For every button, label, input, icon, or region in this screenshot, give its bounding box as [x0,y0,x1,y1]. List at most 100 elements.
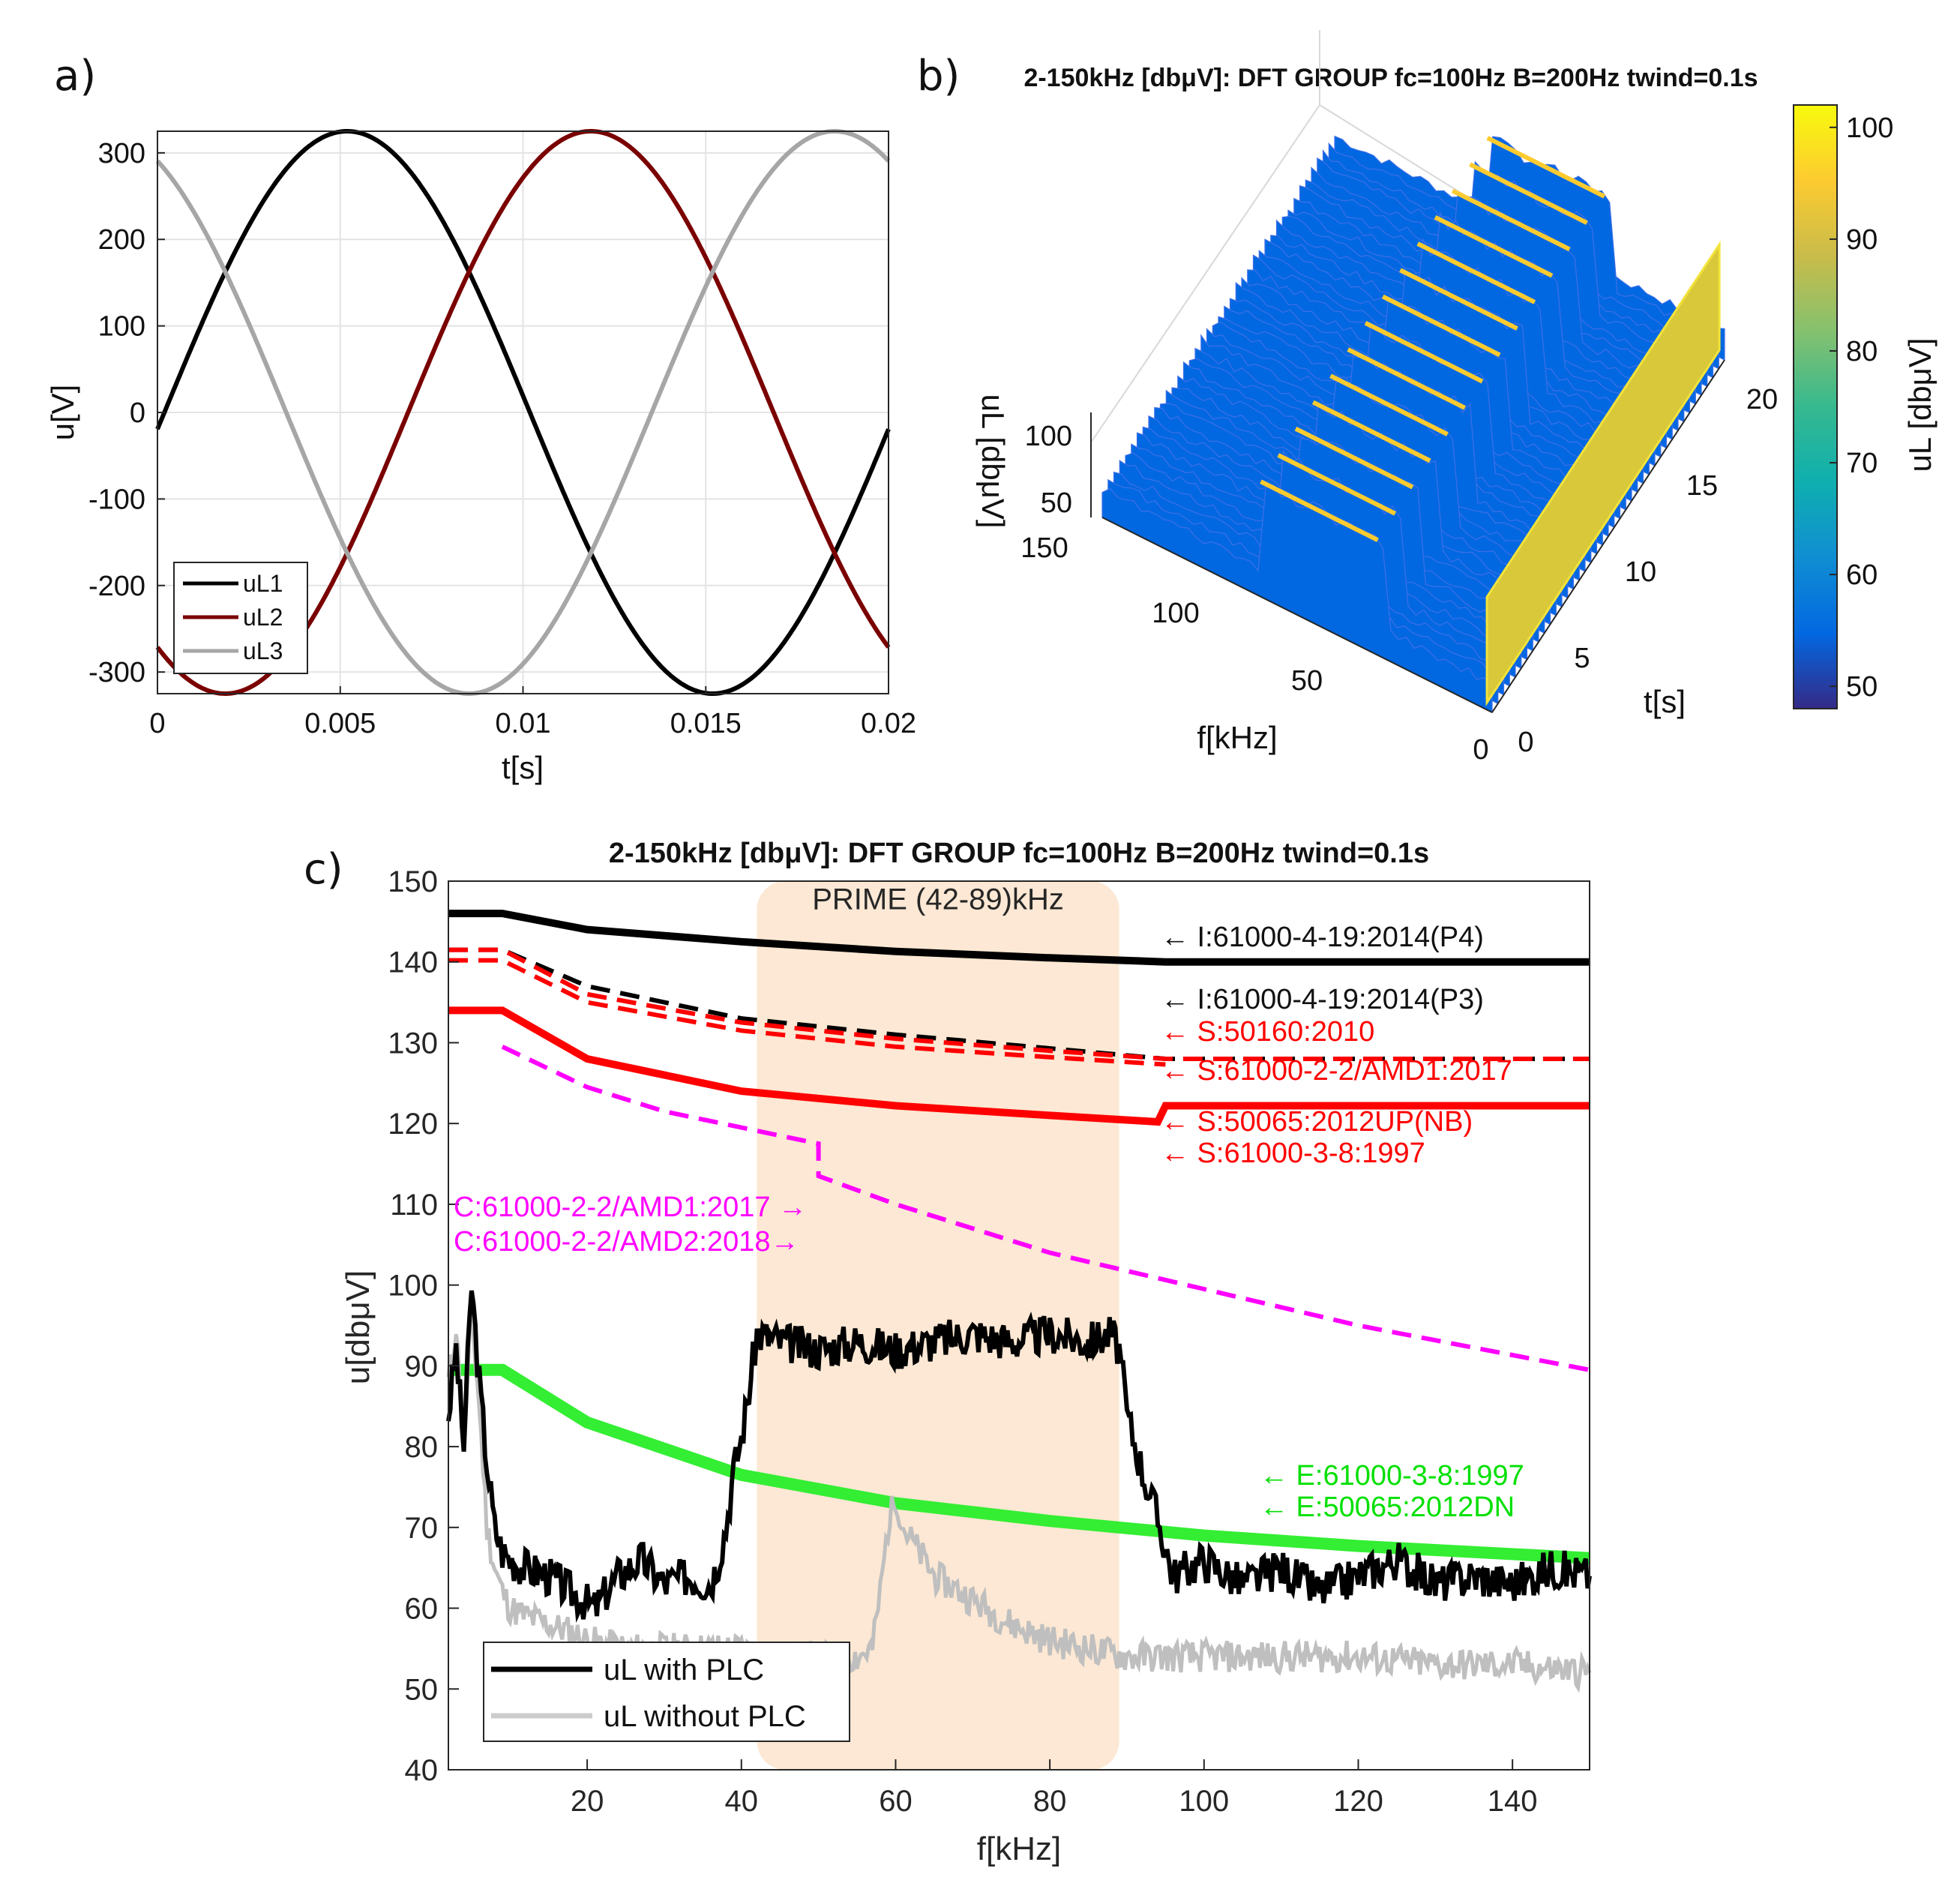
panel-b-letter: b) [917,52,960,100]
chart-b-zlabel: uL [dbμV] [976,394,1011,528]
y-tick-label: 80 [405,1431,439,1464]
chart-b: 0 50 100 150 0 5 10 15 20 50 100 f[kHz] t[s] uL [d… [976,30,1938,766]
colorbar-tick-label: 60 [1846,559,1878,591]
series-uL3 [155,129,891,696]
legend-label-uL2: uL2 [243,604,283,631]
limit-annotation: C:61000-2-2/AMD2:2018→ [454,1226,799,1258]
t-tick-label: 5 [1574,643,1590,674]
y-tick-label: 100 [388,1270,438,1303]
chart-b-xlabel: f[kHz] [1197,720,1277,755]
chart-c-xlabel: f[kHz] [977,1831,1061,1867]
t-tick-label: 10 [1625,556,1656,588]
chart-b-colorbar-label: uL [dbμV] [1902,337,1938,472]
x-tick-label: 40 [725,1785,759,1818]
limit-annotation: ← E:50065:2012DN [1260,1492,1515,1523]
edge-ridge [1485,241,1721,706]
y-tick-label: 100 [98,311,145,343]
limit-line-s-50160-2010 [448,947,1590,1061]
chart-a-y-ticks: 300 200 100 0 -100 -200 -300 [88,138,165,688]
t-tick-label: 20 [1746,384,1778,415]
series-uL-with-PLC [446,1290,1592,1624]
chart-c: PRIME (42-89)kHz 20 40 60 80 100 120 140 150 14… [340,865,1592,1867]
plc-crest [1434,214,1554,278]
chart-b-surface [1101,135,1725,713]
colorbar-tick-label: 100 [1846,112,1893,144]
chart-c-legend: uL with PLC uL without PLC [483,1642,850,1742]
y-tick-label: -100 [88,484,145,515]
f-tick-label: 100 [1152,598,1199,629]
chart-b-title: 2-150kHz [dbμV]: DFT GROUP fc=100Hz B=20… [1023,64,1758,92]
plc-crest [1347,347,1467,410]
chart-a-xlabel: t[s] [502,750,544,785]
y-tick-label: 300 [98,138,145,169]
plc-crest [1294,426,1414,490]
y-tick-label: -300 [88,657,145,688]
plc-crest [1469,162,1588,225]
chart-b-colorbar [1793,104,1838,709]
chart-c-y-ticks: 150 140 130 120 110 100 90 80 70 60 50 40 [388,865,459,1787]
y-tick-label: 110 [390,1189,438,1222]
chart-a-x-ticks: 0 0.005 0.01 0.015 0.02 [149,686,916,739]
x-tick-label: 20 [571,1785,604,1818]
y-tick-label: 90 [405,1350,439,1383]
limit-annotation: ← S:61000-2-2/AMD1:2017 [1161,1055,1512,1087]
chart-c-axes-box [448,880,1590,1771]
limit-line-i-61000-4-19-2014-p4- [448,910,1590,966]
legend-label-uL3: uL3 [243,637,283,664]
chart-a-legend: uL1 uL2 uL3 [173,562,308,674]
y-tick-label: 140 [388,946,438,979]
legend-label-with-plc: uL with PLC [604,1654,764,1687]
limit-annotation: ← I:61000-4-19:2014(P3) [1161,984,1484,1015]
f-tick-label: 0 [1473,734,1488,766]
y-tick-label: 70 [405,1512,439,1545]
chart-c-legend-box [483,1642,850,1742]
x-tick-label: 80 [1033,1785,1067,1818]
chart-b-ticks: 0 50 100 150 0 5 10 15 20 50 100 [1020,384,1778,766]
plc-crest [1381,294,1501,358]
limit-annotation: ← S:61000-3-8:1997 [1161,1138,1425,1169]
legend-label-uL1: uL1 [243,570,283,597]
limit-line-e-61000-3-8-1997-e-50065-2012dn [448,1363,1590,1564]
chart-c-annotations: ← I:61000-4-19:2014(P4) ← I:61000-4-19:20… [454,922,1524,1523]
chart-c-title: 2-150kHz [dbμV]: DFT GROUP fc=100Hz B=20… [609,838,1429,869]
limit-annotation: ← E:61000-3-8:1997 [1260,1460,1524,1492]
x-tick-label: 140 [1488,1785,1538,1818]
colorbar-tick-label: 90 [1846,224,1878,256]
x-tick-label: 60 [879,1785,913,1818]
chart-a-grid [157,131,889,694]
limit-annotation: ← S:50160:2010 [1161,1016,1374,1048]
colorbar-tick-label: 80 [1846,336,1878,367]
y-tick-label: 60 [405,1593,439,1626]
y-tick-label: 130 [388,1027,438,1060]
t-tick-label: 0 [1518,727,1533,758]
prime-band-label: PRIME (42-89)kHz [812,883,1064,916]
limit-line-s-50065-2012up-nb- [448,1006,1590,1126]
panel-a-letter: a) [54,52,96,100]
limit-annotation: ← I:61000-4-19:2014(P4) [1161,922,1484,953]
f-tick-label: 50 [1291,665,1323,697]
y-tick-label: 150 [388,865,438,898]
plc-crest [1311,400,1431,463]
plc-crest [1277,453,1397,516]
x-tick-label: 0.005 [304,708,376,739]
y-tick-label: -200 [88,571,145,602]
plc-crest [1451,188,1571,252]
y-tick-label: 50 [405,1673,439,1706]
chart-a: 0 0.005 0.01 0.015 0.02 300 200 100 0 -100 -200 -3… [45,129,916,785]
chart-c-x-ticks: 20 40 60 80 100 120 140 [571,1759,1538,1818]
plc-crest [1416,241,1536,304]
t-tick-label: 15 [1686,470,1718,502]
f-tick-label: 150 [1020,532,1068,564]
limit-line-c-61000-2-2-amd1-amd2 [501,1045,1590,1372]
colorbar-tick-label: 50 [1846,671,1878,703]
y-tick-label: 200 [98,224,145,256]
x-tick-label: 0.02 [861,708,916,739]
chart-c-limit-lines [448,910,1590,1564]
legend-label-without-plc: uL without PLC [604,1700,806,1733]
z-tick-label: 50 [1041,487,1072,519]
chart-c-ylabel: u[dbμV] [340,1270,376,1385]
x-tick-label: 120 [1333,1785,1383,1818]
series-uL1 [155,129,891,696]
surface-strip [1101,483,1493,713]
plc-crest [1364,320,1484,384]
